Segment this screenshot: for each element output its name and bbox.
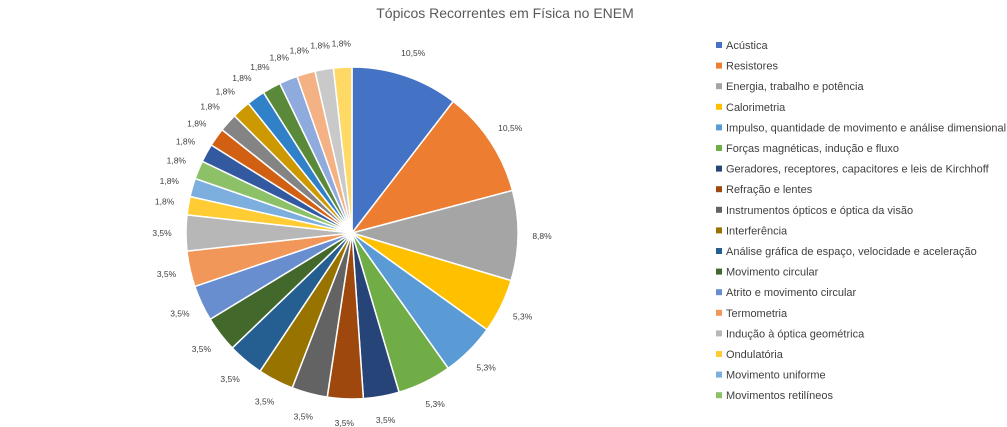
legend-swatch-15 — [716, 330, 722, 337]
data-label-20: 1,8% — [187, 118, 207, 128]
data-label-23: 1,8% — [232, 73, 252, 83]
pie-slice-3 — [349, 189, 519, 282]
legend-swatch-2 — [716, 62, 722, 69]
legend-label-18: Movimentos retilíneos — [726, 390, 833, 402]
data-label-5: 5,3% — [476, 363, 496, 373]
legend-label-15: Indução à óptica geométrica — [726, 328, 865, 340]
data-label-19: 1,8% — [176, 136, 196, 146]
legend: Acústica Resistores Energia, trabalho e po… — [716, 40, 1006, 402]
legend-label-2: Resistores — [726, 61, 778, 73]
legend-label-9: Instrumentos ópticos e óptica da visão — [726, 205, 913, 217]
legend-swatch-12 — [716, 268, 722, 275]
chart-title: Tópicos Recorrentes em Física no ENEM — [376, 5, 634, 21]
data-label-17: 1,8% — [160, 176, 180, 186]
data-label-3: 8,8% — [532, 231, 552, 241]
legend-swatch-18 — [716, 392, 722, 399]
legend-swatch-10 — [716, 227, 722, 234]
legend-swatch-14 — [716, 309, 722, 316]
legend-swatch-3 — [716, 83, 722, 90]
data-label-22: 1,8% — [216, 87, 236, 97]
legend-label-17: Movimento uniforme — [726, 370, 826, 382]
data-label-26: 1,8% — [290, 46, 310, 56]
data-label-6: 5,3% — [425, 399, 445, 409]
data-label-4: 5,3% — [513, 312, 533, 322]
pie-slice-28 — [332, 66, 353, 234]
data-label-14: 3,5% — [157, 269, 177, 279]
data-label-1: 10,5% — [401, 48, 426, 58]
pie-slice-2 — [350, 100, 514, 235]
legend-swatch-13 — [716, 289, 722, 296]
pie-slice-1 — [351, 66, 455, 236]
data-label-13: 3,5% — [170, 308, 190, 318]
legend-swatch-8 — [716, 186, 722, 193]
legend-swatch-1 — [716, 42, 722, 48]
legend-swatch-9 — [716, 206, 722, 213]
data-label-11: 3,5% — [220, 374, 240, 384]
data-label-8: 3,5% — [335, 418, 355, 427]
data-label-27: 1,8% — [310, 41, 330, 51]
legend-label-11: Análise gráfica de espaço, velocidade e … — [726, 246, 977, 258]
legend-label-10: Interferência — [726, 225, 788, 237]
data-label-16: 1,8% — [155, 197, 175, 207]
data-label-7: 3,5% — [376, 415, 396, 425]
legend-swatch-11 — [716, 248, 722, 254]
data-label-21: 1,8% — [200, 102, 220, 112]
legend-swatch-17 — [716, 371, 722, 378]
data-labels: 10,5% 10,5% 8,8% 5,3% 5,3% 5,3% 3,5% 3,5% 3,5% 3,… — [152, 38, 552, 427]
legend-swatch-7 — [716, 165, 722, 172]
data-label-28: 1,8% — [332, 38, 352, 48]
legend-swatch-5 — [716, 124, 722, 131]
data-label-2: 10,5% — [498, 123, 523, 133]
legend-label-13: Atrito e movimento circular — [726, 287, 857, 299]
data-label-15: 3,5% — [152, 228, 172, 238]
legend-label-4: Calorimetria — [726, 102, 786, 114]
legend-label-12: Movimento circular — [726, 267, 819, 279]
legend-label-3: Energia, trabalho e potência — [726, 81, 864, 93]
data-label-10: 3,5% — [255, 397, 275, 407]
legend-swatch-6 — [716, 145, 722, 151]
data-label-25: 1,8% — [270, 53, 290, 63]
data-label-9: 3,5% — [294, 412, 314, 422]
legend-label-7: Geradores, receptores, capacitores e lei… — [726, 164, 990, 176]
data-label-24: 1,8% — [250, 62, 270, 72]
legend-label-16: Ondulatória — [726, 349, 784, 361]
pie-slices — [185, 66, 519, 400]
legend-swatch-16 — [716, 351, 722, 357]
legend-label-5: Impulso, quantidade de movimento e análi… — [726, 122, 1006, 134]
legend-label-8: Refração e lentes — [726, 184, 813, 196]
data-label-18: 1,8% — [167, 156, 187, 166]
legend-label-14: Termometria — [726, 308, 788, 320]
legend-label-1: Acústica — [726, 40, 768, 52]
legend-label-6: Forças magnéticas, indução e fluxo — [726, 143, 899, 155]
legend-swatch-4 — [716, 103, 722, 110]
data-label-12: 3,5% — [192, 344, 212, 354]
